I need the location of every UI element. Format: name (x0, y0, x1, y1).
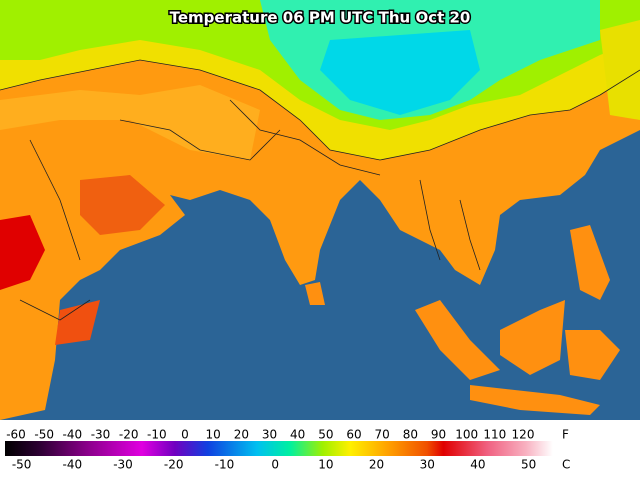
fahrenheit-tick-label: 0 (181, 428, 189, 442)
fahrenheit-tick-label: 120 (512, 428, 535, 442)
land (0, 0, 640, 420)
celsius-tick-label: 50 (521, 458, 536, 472)
celsius-tick-label: -40 (63, 458, 83, 472)
fahrenheit-tick-label: 70 (375, 428, 390, 442)
fahrenheit-tick-label: -30 (91, 428, 111, 442)
fahrenheit-tick-label: -40 (63, 428, 83, 442)
celsius-tick-label: -20 (164, 458, 184, 472)
fahrenheit-tick-label: 40 (290, 428, 305, 442)
fahrenheit-tick-label: 110 (483, 428, 506, 442)
fahrenheit-tick-label: 20 (234, 428, 249, 442)
fahrenheit-unit: F (562, 428, 569, 442)
celsius-unit: C (562, 458, 570, 472)
map-title: Temperature 06 PM UTC Thu Oct 20 (170, 9, 471, 27)
fahrenheit-tick-label: -20 (119, 428, 139, 442)
celsius-tick-label: 10 (318, 458, 333, 472)
fahrenheit-tick-label: 100 (455, 428, 478, 442)
fahrenheit-tick-label: -50 (34, 428, 54, 442)
fahrenheit-tick-label: 10 (206, 428, 221, 442)
fahrenheit-tick-label: 90 (431, 428, 446, 442)
color-scale (5, 441, 553, 456)
borders (0, 59, 640, 321)
celsius-tick-label: -10 (215, 458, 235, 472)
fahrenheit-tick-label: -60 (6, 428, 26, 442)
fahrenheit-tick-label: 60 (346, 428, 361, 442)
celsius-tick-label: -50 (12, 458, 32, 472)
fahrenheit-tick-label: 50 (318, 428, 333, 442)
celsius-tick-label: 20 (369, 458, 384, 472)
fahrenheit-tick-label: 80 (403, 428, 418, 442)
celsius-tick-label: 0 (271, 458, 279, 472)
celsius-tick-label: 30 (420, 458, 435, 472)
fahrenheit-tick-label: -10 (147, 428, 167, 442)
celsius-tick-label: 40 (470, 458, 485, 472)
celsius-tick-label: -30 (113, 458, 133, 472)
fahrenheit-tick-label: 30 (262, 428, 277, 442)
